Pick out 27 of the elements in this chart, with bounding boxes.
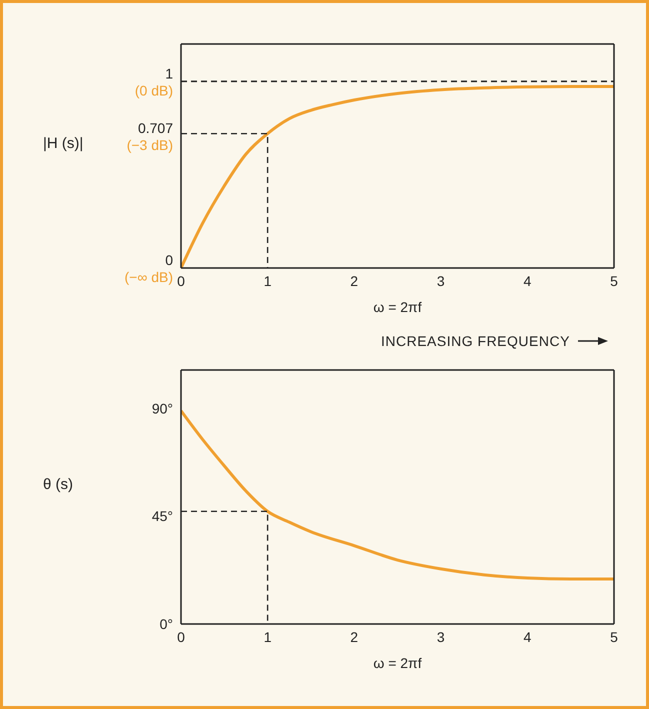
x-tick-label: 5 (610, 272, 618, 289)
x-tick-label: 0 (177, 628, 186, 645)
x-tick-label: 1 (264, 628, 272, 645)
x-tick-label: 3 (436, 272, 445, 289)
x-tick-label: 5 (610, 628, 618, 645)
text: (−∞ dB) (124, 269, 173, 285)
y-tick-label: 0 (165, 252, 174, 268)
text: (−3 dB) (126, 137, 173, 154)
x-axis-title: ω = 2πf (373, 299, 422, 315)
x-tick-label: 4 (524, 628, 532, 645)
x-tick-label: 2 (350, 272, 358, 289)
text: INCREASING FREQUENCY (381, 333, 570, 349)
y-tick-label: 1 (165, 65, 174, 82)
text: (0 dB) (134, 82, 173, 98)
x-tick-label: 0 (177, 272, 186, 289)
y-tick-label: 45° (152, 508, 173, 524)
y-axis-title: |H (s)| (43, 134, 84, 154)
x-tick-label: 1 (264, 272, 272, 289)
y-tick-label: 90° (152, 400, 173, 416)
x-tick-label: 2 (350, 628, 358, 645)
y-tick-label: 0° (160, 616, 173, 632)
x-tick-label: 3 (436, 628, 445, 645)
y-tick-label: 0.707 (138, 120, 174, 136)
x-axis-title: ω = 2πf (373, 655, 422, 671)
y-axis-title: θ (s) (43, 474, 73, 494)
x-tick-label: 4 (524, 272, 532, 289)
line-series (181, 409, 614, 580)
